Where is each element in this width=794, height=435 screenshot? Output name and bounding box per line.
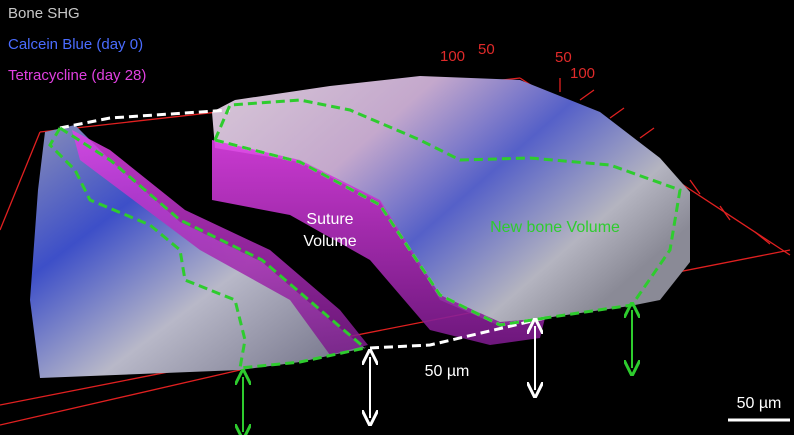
axis-label: 50	[478, 41, 495, 58]
legend-label: Calcein Blue (day 0)	[8, 36, 143, 53]
depth-label: 50 µm	[425, 363, 470, 380]
legend-label: Bone SHG	[8, 5, 80, 22]
page: {"legend": ["Bone SHG", "Calcein Blue (d…	[0, 0, 794, 435]
scale-bar-label: 50 µm	[737, 395, 782, 412]
legend-label: Tetracycline (day 28)	[8, 67, 146, 84]
suture-label: Volume	[303, 233, 356, 250]
render-view: Bone SHG Calcein Blue (day 0) Tetracycli…	[0, 0, 794, 435]
new-bone-label: New bone Volume	[490, 219, 620, 236]
axis-label: 50	[555, 49, 572, 66]
axis-label: 100	[440, 48, 465, 65]
suture-label: Suture	[306, 211, 353, 228]
axis-label: 100	[570, 65, 595, 82]
